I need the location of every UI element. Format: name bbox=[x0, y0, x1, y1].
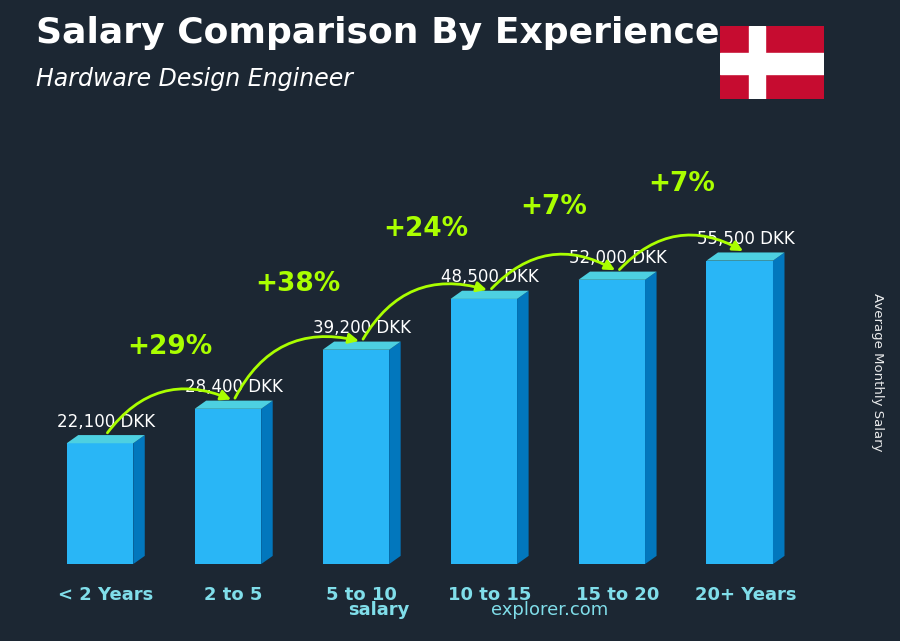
Text: +7%: +7% bbox=[648, 171, 715, 197]
Text: +7%: +7% bbox=[520, 194, 587, 220]
Bar bbox=[720, 53, 824, 74]
Polygon shape bbox=[518, 291, 528, 564]
Text: 28,400 DKK: 28,400 DKK bbox=[184, 378, 283, 396]
Text: 10 to 15: 10 to 15 bbox=[448, 587, 531, 604]
Bar bbox=[67, 444, 133, 564]
Bar bbox=[706, 261, 773, 564]
Text: explorer.com: explorer.com bbox=[491, 601, 608, 619]
Text: +38%: +38% bbox=[255, 271, 340, 297]
Text: 5 to 10: 5 to 10 bbox=[326, 587, 397, 604]
Bar bbox=[451, 299, 518, 564]
Text: 39,200 DKK: 39,200 DKK bbox=[312, 319, 410, 337]
Text: 55,500 DKK: 55,500 DKK bbox=[697, 230, 795, 248]
Polygon shape bbox=[261, 401, 273, 564]
Bar bbox=[579, 279, 645, 564]
Text: 15 to 20: 15 to 20 bbox=[576, 587, 659, 604]
Text: 52,000 DKK: 52,000 DKK bbox=[569, 249, 667, 267]
Text: 22,100 DKK: 22,100 DKK bbox=[57, 413, 155, 431]
Text: salary: salary bbox=[348, 601, 410, 619]
Bar bbox=[750, 26, 765, 99]
Text: Salary Comparison By Experience: Salary Comparison By Experience bbox=[36, 16, 719, 50]
Bar bbox=[194, 409, 261, 564]
Text: 2 to 5: 2 to 5 bbox=[204, 587, 263, 604]
Polygon shape bbox=[645, 272, 656, 564]
Text: < 2 Years: < 2 Years bbox=[58, 587, 153, 604]
Text: 48,500 DKK: 48,500 DKK bbox=[441, 269, 538, 287]
Polygon shape bbox=[389, 342, 400, 564]
Text: +29%: +29% bbox=[127, 334, 212, 360]
Text: Average Monthly Salary: Average Monthly Salary bbox=[871, 292, 884, 451]
Polygon shape bbox=[133, 435, 145, 564]
Polygon shape bbox=[322, 342, 400, 350]
Text: +24%: +24% bbox=[383, 217, 468, 242]
Polygon shape bbox=[451, 291, 528, 299]
Polygon shape bbox=[194, 401, 273, 409]
Polygon shape bbox=[706, 253, 785, 261]
Polygon shape bbox=[579, 272, 656, 279]
Text: Hardware Design Engineer: Hardware Design Engineer bbox=[36, 67, 353, 91]
Polygon shape bbox=[67, 435, 145, 444]
Bar bbox=[322, 350, 389, 564]
Polygon shape bbox=[773, 253, 785, 564]
Text: 20+ Years: 20+ Years bbox=[695, 587, 796, 604]
